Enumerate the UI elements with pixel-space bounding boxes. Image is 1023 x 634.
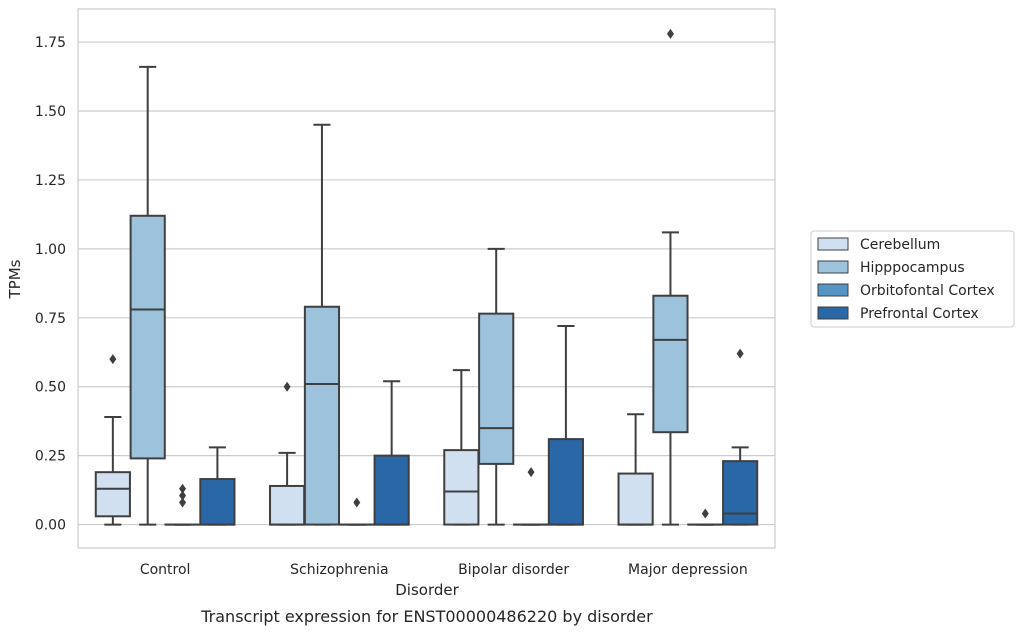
series-hipppocampus <box>129 28 689 526</box>
legend: Cerebellum Hipppocampus Orbitofontal Cor… <box>810 230 1015 328</box>
box-series-group <box>94 28 759 526</box>
y-tick-label: 0.00 <box>35 518 66 534</box>
outlier-point <box>179 497 187 508</box>
outlier-point <box>736 348 744 359</box>
series-prefrontal-cortex <box>199 325 759 526</box>
box-body <box>478 312 515 465</box>
x-tick-label: Schizophrenia <box>290 562 388 578</box>
y-tick-label: 0.50 <box>35 380 66 396</box>
y-tick-label: 0.25 <box>35 449 66 465</box>
y-tick-label: 0.75 <box>35 311 66 327</box>
box-body <box>652 294 689 434</box>
outlier-point <box>109 354 117 365</box>
box-bipolar-disorder-orbitofontal-cortex <box>512 467 550 526</box>
box-control-hipppocampus <box>129 65 166 526</box>
box-bipolar-disorder-cerebellum <box>443 369 480 526</box>
legend-label-hippocampus: Hipppocampus <box>860 260 965 276</box>
box-body <box>722 460 759 526</box>
legend-swatch-hippocampus <box>817 260 849 274</box>
outlier-point <box>179 490 187 501</box>
legend-swatch-prefrontal <box>817 306 849 320</box>
box-schizophrenia-cerebellum <box>269 381 306 526</box>
plot-frame <box>77 8 776 549</box>
box-major-depression-prefrontal-cortex <box>722 348 759 526</box>
x-tick-label: Control <box>140 562 191 578</box>
outlier-point <box>283 381 291 392</box>
chart-caption: Transcript expression for ENST0000048622… <box>200 607 653 626</box>
outlier-point <box>353 497 361 508</box>
box-major-depression-cerebellum <box>617 413 654 526</box>
x-tick-label: Major depression <box>628 562 748 578</box>
box-body <box>617 472 654 526</box>
series-cerebellum <box>94 354 654 526</box>
box-bipolar-disorder-prefrontal-cortex <box>547 325 584 526</box>
legend-label-cerebellum: Cerebellum <box>860 237 940 253</box>
outlier-point <box>527 467 535 478</box>
box-schizophrenia-hipppocampus <box>303 123 341 526</box>
box-control-orbitofontal-cortex <box>164 483 201 526</box>
box-body <box>94 471 131 518</box>
x-tick-labels: Control Schizophrenia Bipolar disorder Majo… <box>140 562 748 578</box>
legend-frame <box>810 230 1015 328</box>
box-control-cerebellum <box>94 354 131 526</box>
outlier-point <box>179 483 187 494</box>
y-tick-label: 1.25 <box>35 173 66 189</box>
legend-swatch-orbitofrontal <box>817 283 849 297</box>
box-body <box>373 454 410 526</box>
y-tick-label: 1.50 <box>35 104 66 120</box>
box-body <box>303 305 341 526</box>
legend-label-orbitofrontal: Orbitofontal Cortex <box>860 283 995 299</box>
box-body <box>199 478 236 526</box>
box-body <box>547 438 584 526</box>
legend-swatch-cerebellum <box>817 237 849 251</box>
box-control-prefrontal-cortex <box>199 446 236 526</box>
outlier-point <box>701 508 709 519</box>
y-tick-labels: 0.00 0.25 0.50 0.75 1.00 1.25 1.50 1.75 <box>35 35 66 533</box>
outlier-point <box>666 28 674 39</box>
y-tick-label: 1.75 <box>35 35 66 51</box>
box-body <box>269 484 306 526</box>
box-body <box>443 449 480 526</box>
box-schizophrenia-prefrontal-cortex <box>373 380 410 526</box>
x-tick-label: Bipolar disorder <box>458 562 569 578</box>
legend-label-prefrontal: Prefrontal Cortex <box>860 306 979 322</box>
y-axis-label: TPMs <box>6 259 24 299</box>
box-body <box>129 214 166 460</box>
box-bipolar-disorder-hipppocampus <box>478 247 515 526</box>
x-axis-label: Disorder <box>395 581 459 599</box>
y-tick-label: 1.00 <box>35 242 66 258</box>
box-major-depression-hipppocampus <box>652 28 689 526</box>
